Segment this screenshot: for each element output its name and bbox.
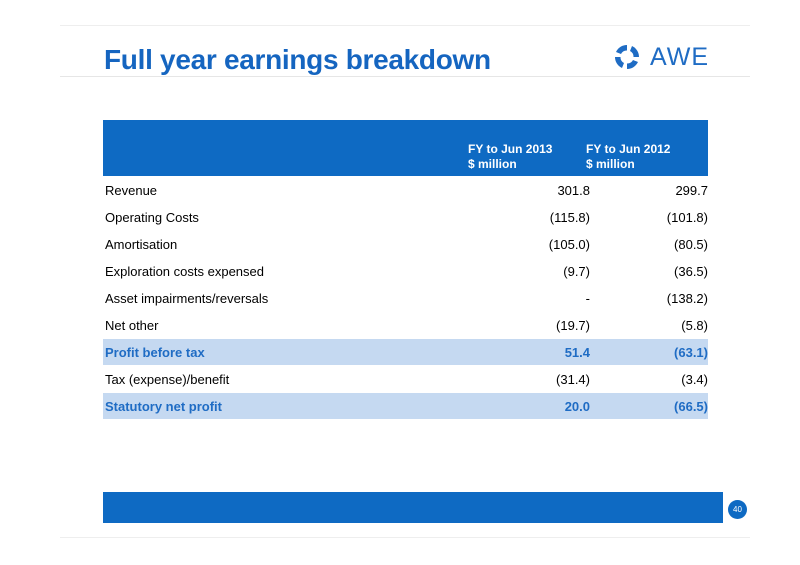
value-fy2013: (31.4): [556, 372, 590, 387]
row-label: Operating Costs: [105, 210, 199, 225]
row-label: Profit before tax: [105, 345, 205, 360]
title-divider: [60, 76, 750, 77]
value-fy2012: (138.2): [666, 291, 708, 306]
top-divider: [60, 25, 750, 26]
value-fy2012: (36.5): [674, 264, 708, 279]
value-fy2012: (3.4): [681, 372, 708, 387]
value-fy2012: (66.5): [674, 399, 708, 414]
row-label: Tax (expense)/benefit: [105, 372, 230, 387]
value-fy2013: (105.0): [548, 237, 590, 252]
column-header-fy2013-unit: $ million: [468, 157, 517, 171]
table-row: Profit before tax 51.4 (63.1): [103, 339, 708, 366]
awe-logo-icon: [614, 44, 640, 70]
value-fy2012: (101.8): [666, 210, 708, 225]
column-header-fy2012: FY to Jun 2012 $ million: [586, 142, 670, 172]
column-header-fy2012-unit: $ million: [586, 157, 635, 171]
value-fy2013: (115.8): [549, 210, 590, 225]
logo-text: AWE: [650, 42, 710, 71]
row-label: Exploration costs expensed: [105, 264, 264, 279]
table-row: Revenue 301.8 299.7: [103, 177, 708, 204]
company-logo: AWE: [612, 40, 709, 74]
value-fy2013: (19.7): [556, 318, 590, 333]
value-fy2012: (80.5): [674, 237, 708, 252]
table-row: Asset impairments/reversals - (138.2): [103, 285, 708, 312]
earnings-table-body: Revenue 301.8 299.7 Operating Costs (115…: [103, 177, 708, 420]
column-header-fy2013: FY to Jun 2013 $ million: [468, 142, 552, 172]
page-number: 40: [728, 500, 747, 519]
bottom-divider: [60, 537, 750, 538]
value-fy2012: (63.1): [674, 345, 708, 360]
value-fy2012: (5.8): [681, 318, 708, 333]
table-row: Amortisation (105.0) (80.5): [103, 231, 708, 258]
table-row: Operating Costs (115.8) (101.8): [103, 204, 708, 231]
column-header-fy2013-title: FY to Jun 2013: [468, 142, 553, 156]
table-row: Exploration costs expensed (9.7) (36.5): [103, 258, 708, 285]
value-fy2013: 51.4: [564, 345, 590, 360]
table-header: FY to Jun 2013 $ million FY to Jun 2012 …: [103, 120, 708, 176]
row-label: Statutory net profit: [105, 399, 222, 414]
value-fy2012: 299.7: [675, 183, 708, 198]
value-fy2013: 301.8: [557, 183, 590, 198]
row-label: Revenue: [105, 183, 158, 198]
row-label: Net other: [105, 318, 159, 333]
row-label: Amortisation: [105, 237, 178, 252]
value-fy2013: 20.0: [564, 399, 590, 414]
value-fy2013: (9.7): [563, 264, 590, 279]
column-header-fy2012-title: FY to Jun 2012: [586, 142, 671, 156]
table-row: Net other (19.7) (5.8): [103, 312, 708, 339]
page-title: Full year earnings breakdown: [104, 44, 491, 75]
footer-bar: [103, 492, 723, 523]
table-row: Tax (expense)/benefit (31.4) (3.4): [103, 366, 708, 393]
value-fy2013: -: [585, 291, 590, 306]
table-row: Statutory net profit 20.0 (66.5): [103, 393, 708, 420]
row-label: Asset impairments/reversals: [105, 291, 269, 306]
